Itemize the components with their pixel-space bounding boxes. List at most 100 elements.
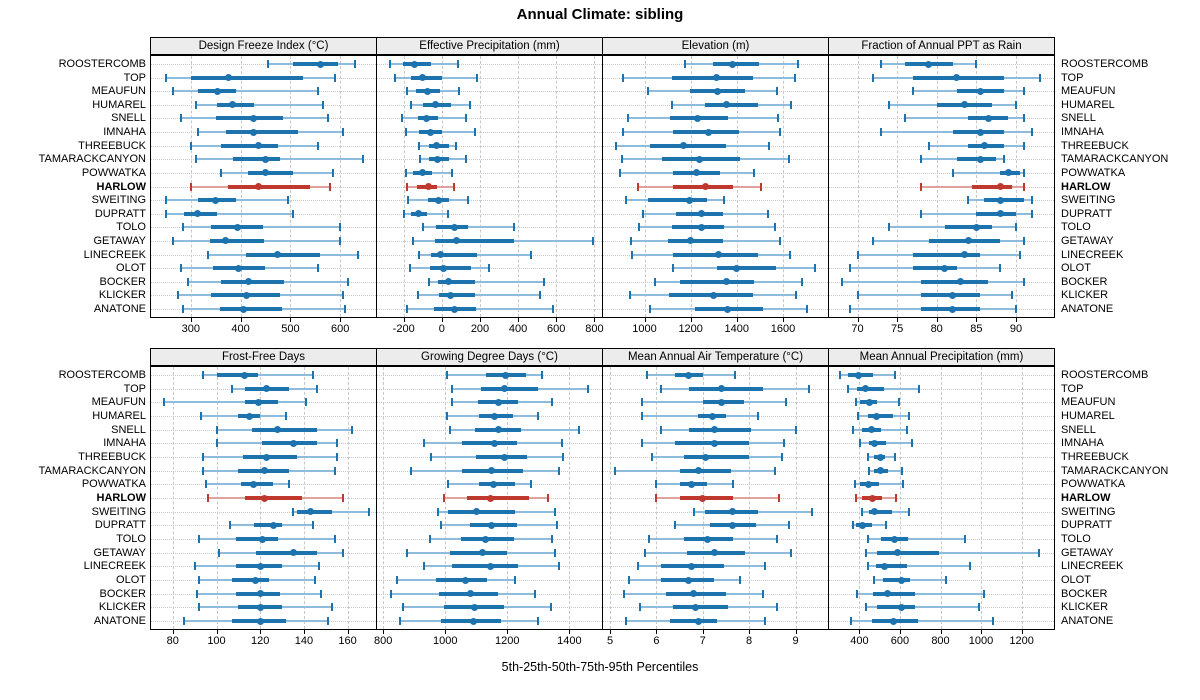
grid-line-horizontal: [377, 200, 602, 202]
station-label: GETAWAY: [93, 546, 146, 559]
median-dot: [865, 480, 872, 488]
whisker-cap: [311, 371, 314, 379]
station-label: SNELL: [1061, 423, 1096, 436]
median-dot: [488, 467, 496, 475]
median-dot: [410, 60, 418, 68]
whisker-cap: [641, 412, 644, 420]
axis-tick-label: 8: [746, 635, 753, 647]
axis-tick: [749, 630, 751, 634]
panel-strip: Mean Annual Precipitation (mm): [828, 348, 1055, 366]
median-dot: [424, 87, 431, 95]
median-dot: [263, 453, 271, 461]
percentile-bar-25-75: [876, 550, 940, 555]
whisker-cap: [908, 412, 911, 420]
axis-tick: [976, 318, 978, 322]
grid-line-horizontal: [829, 484, 1054, 486]
whisker-cap: [474, 128, 477, 137]
median-dot: [996, 183, 1004, 190]
axis-tick: [702, 630, 704, 634]
whisker-cap: [866, 562, 869, 571]
median-dot: [713, 87, 721, 95]
percentile-bar-25-75: [481, 386, 539, 391]
percentile-whisker-5-95: [920, 212, 1032, 215]
station-label: HARLOW: [96, 180, 147, 193]
median-dot: [687, 562, 695, 570]
whisker-cap: [404, 168, 407, 177]
whisker-cap: [405, 87, 408, 96]
whisker-cap: [884, 521, 887, 530]
whisker-cap: [1015, 223, 1017, 232]
axis-tick: [240, 318, 242, 322]
whisker-cap: [335, 453, 338, 461]
whisker-cap: [557, 466, 560, 475]
station-label: MEAUFUN: [1061, 85, 1116, 98]
station-label: KLICKER: [98, 289, 146, 302]
median-dot: [258, 535, 266, 543]
whisker-cap: [230, 384, 233, 393]
whisker-cap: [539, 291, 541, 300]
grid-line-horizontal: [377, 104, 602, 106]
median-dot: [502, 371, 510, 379]
median-dot: [862, 385, 869, 393]
whisker-cap: [194, 100, 197, 109]
grid-line-horizontal: [151, 64, 376, 65]
whisker-cap: [968, 562, 971, 571]
station-label: TOLO: [116, 533, 146, 545]
grid-line-horizontal: [829, 511, 1054, 513]
whisker-cap: [316, 141, 319, 150]
whisker-cap: [864, 548, 867, 557]
median-dot: [976, 128, 984, 136]
whisker-cap: [342, 494, 345, 502]
percentile-whisker-5-95: [165, 212, 293, 215]
whisker-cap: [806, 305, 809, 313]
axis-tick: [569, 630, 571, 634]
median-dot: [193, 210, 201, 218]
station-label: BOCKER: [99, 587, 146, 600]
median-dot: [472, 508, 480, 516]
whisker-cap: [637, 223, 640, 232]
percentile-bar-25-75: [190, 75, 303, 80]
whisker-cap: [919, 209, 922, 218]
station-label: MEAUFUN: [91, 85, 146, 98]
axis-tick: [1016, 318, 1017, 322]
whisker-cap: [776, 87, 779, 96]
axis-tick-label: 800: [374, 635, 393, 647]
axis-tick: [795, 630, 797, 634]
percentile-bar-25-75: [231, 578, 269, 582]
median-dot: [953, 74, 961, 82]
axis-tick: [859, 630, 861, 634]
median-dot: [733, 264, 741, 272]
percentile-bar-25-75: [680, 279, 755, 284]
panel-plot: [828, 55, 1055, 318]
median-dot: [274, 251, 282, 259]
axis-tick: [594, 318, 596, 322]
percentile-whisker-5-95: [867, 538, 965, 540]
whisker-cap: [591, 236, 594, 245]
whisker-cap: [335, 439, 338, 448]
station-label: BOCKER: [1061, 275, 1108, 288]
axis-tick-label: 6: [653, 635, 660, 647]
grid-line-horizontal: [377, 77, 602, 79]
grid-line-horizontal: [377, 172, 602, 174]
median-dot: [256, 562, 264, 570]
grid-line-horizontal: [829, 457, 1054, 458]
axis-tick: [303, 630, 305, 634]
whisker-cap: [978, 603, 980, 612]
axis-tick-label: 200: [470, 323, 490, 335]
median-dot: [890, 617, 898, 625]
axis-tick-label: 1000: [968, 635, 994, 647]
whisker-cap: [313, 576, 316, 584]
median-dot: [687, 480, 695, 488]
whisker-cap: [354, 60, 357, 68]
whisker-cap: [428, 277, 431, 286]
median-dot: [222, 237, 230, 245]
station-label: HUMAREL: [92, 410, 146, 422]
median-dot: [704, 128, 712, 136]
whisker-cap: [1022, 168, 1025, 177]
station-label: DUPRATT: [1061, 207, 1113, 220]
whisker-cap: [648, 535, 651, 543]
station-label: LINECREEK: [1061, 560, 1124, 573]
whisker-cap: [554, 548, 557, 557]
whisker-cap: [793, 73, 796, 82]
whisker-cap: [182, 305, 185, 313]
